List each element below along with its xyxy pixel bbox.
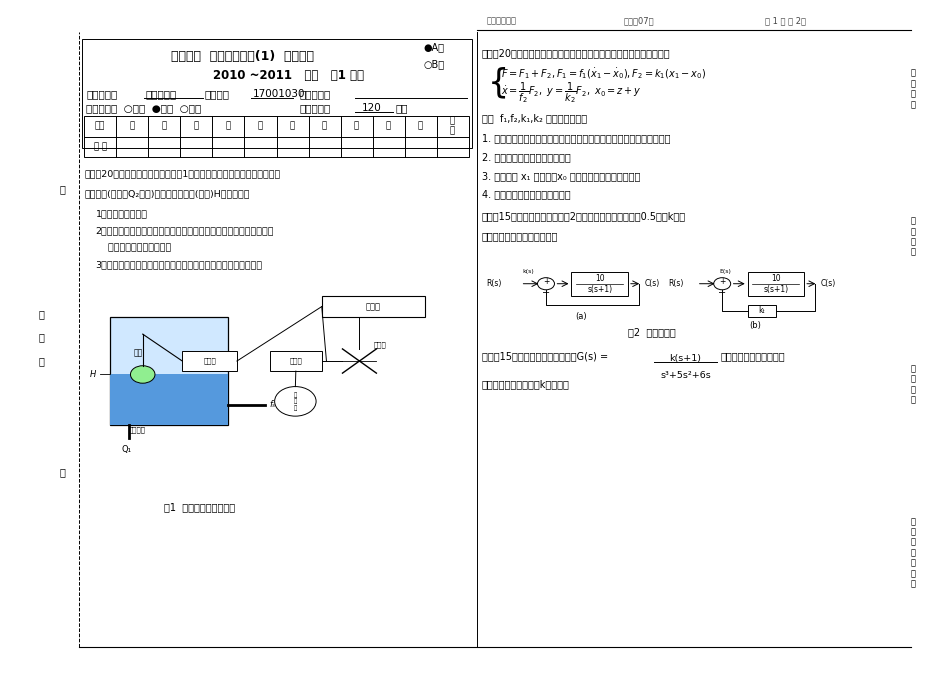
Text: 考试时间：: 考试时间： [299, 103, 330, 113]
Bar [182, 351, 237, 371]
Bar [747, 304, 775, 317]
Text: 2、画出系统的原理方框图，并指明被控对象、检测元件、执行元件、: 2、画出系统的原理方框图，并指明被控对象、检测元件、执行元件、 [95, 227, 274, 236]
Text: s³+5s²+6s: s³+5s²+6s [659, 371, 710, 380]
Text: s(s+1): s(s+1) [586, 286, 612, 294]
Text: E(s): E(s) [718, 269, 730, 274]
Text: 减速器: 减速器 [373, 341, 386, 348]
Text: 1、试述工作原理。: 1、试述工作原理。 [95, 210, 147, 219]
Text: 监
题
人
：: 监 题 人 ： [910, 217, 915, 256]
Text: +: + [542, 277, 548, 286]
Bar [321, 296, 425, 317]
Text: R(s): R(s) [486, 279, 501, 288]
Text: 十: 十 [417, 122, 423, 130]
Text: ，试根据给出闭环系统根: ，试根据给出闭环系统根 [719, 351, 784, 361]
Text: 重庆大学  自动控制原理(1)  课程试卷: 重庆大学 自动控制原理(1) 课程试卷 [171, 50, 313, 63]
Text: 图1  液位控制系统示意图: 图1 液位控制系统示意图 [163, 502, 234, 512]
Text: 浮子: 浮子 [133, 349, 143, 358]
Text: (b): (b) [749, 321, 760, 329]
Text: +: + [718, 277, 725, 286]
Text: 二、（20分）已知机械系统的各环节或元件的输入输出微分方程组为：: 二、（20分）已知机械系统的各环节或元件的输入输出微分方程组为： [481, 49, 670, 59]
Text: 如何变化(由阀门Q₂调节)，希望水面高度(液位)H保持不变。: 如何变化(由阀门Q₂调节)，希望水面高度(液位)H保持不变。 [84, 190, 249, 198]
Text: 3、该系统是开环还是闭环控制系统？是定值还是随动控制系统？: 3、该系统是开环还是闭环控制系统？是定值还是随动控制系统？ [95, 260, 262, 269]
Text: (a): (a) [575, 312, 586, 321]
Text: 考试方式：  ○开卷  ●闭卷  ○其他: 考试方式： ○开卷 ●闭卷 ○其他 [86, 103, 201, 113]
Text: 三、（15分）控制系统结构如图2所示，试确定使阻尼比为0.5时的k值，: 三、（15分）控制系统结构如图2所示，试确定使阻尼比为0.5时的k值， [481, 211, 685, 221]
Text: 一: 一 [129, 122, 135, 130]
Text: 电位器: 电位器 [203, 358, 216, 364]
Text: 课程号：: 课程号： [205, 89, 229, 99]
Text: 三: 三 [194, 122, 199, 130]
Text: 开课学院：: 开课学院： [86, 89, 117, 99]
Text: 4. 求出该系统的闭环传递函数。: 4. 求出该系统的闭环传递函数。 [481, 190, 570, 200]
Circle shape [275, 387, 315, 416]
Text: ●A卷: ●A卷 [423, 42, 444, 52]
Bar [110, 375, 228, 425]
Text: ○B卷: ○B卷 [423, 59, 445, 70]
Text: 自动化学院: 自动化学院 [145, 89, 177, 99]
Text: 五: 五 [258, 122, 262, 130]
Text: 120: 120 [361, 103, 380, 113]
Circle shape [130, 366, 155, 383]
Text: kₜ: kₜ [757, 306, 765, 315]
Text: 图2  系统结构图: 图2 系统结构图 [627, 327, 675, 338]
Text: 七: 七 [322, 122, 327, 130]
Text: 八: 八 [354, 122, 359, 130]
Text: 10: 10 [595, 274, 604, 283]
Bar [84, 115, 468, 157]
Text: C(s): C(s) [644, 279, 660, 288]
Text: $\dot{x}=\dfrac{1}{f_2}F_2,\ y=\dfrac{1}{k_2}F_2,\ x_0=z+y$: $\dot{x}=\dfrac{1}{f_2}F_2,\ y=\dfrac{1}… [500, 80, 641, 105]
Text: 1. 根据所给出的微分方程组，写出经拉普拉斯变换得到的代数方程组；: 1. 根据所给出的微分方程组，写出经拉普拉斯变换得到的代数方程组； [481, 133, 669, 143]
Text: 审
题
人
：: 审 题 人 ： [910, 364, 915, 404]
Text: 分钟: 分钟 [395, 103, 407, 113]
Text: 排水开关: 排水开关 [128, 427, 145, 433]
Text: 减速器: 减速器 [289, 358, 302, 364]
Text: 3. 绘制出以 x₁ 为输入，x₀ 为输出的系统动态结构图；: 3. 绘制出以 x₁ 为输入，x₀ 为输出的系统动态结构图； [481, 171, 640, 181]
Text: 第 1 页 共 2页: 第 1 页 共 2页 [764, 17, 804, 26]
Text: k(s): k(s) [522, 269, 533, 274]
Text: 控制器: 控制器 [365, 302, 380, 311]
Bar [747, 271, 803, 296]
Text: 题号: 题号 [95, 122, 106, 130]
Text: 得 分: 得 分 [93, 142, 107, 151]
Text: −: − [717, 288, 726, 298]
Text: −: − [541, 288, 549, 298]
Text: 2. 绘制各环节或元件的方框图；: 2. 绘制各环节或元件的方框图； [481, 153, 570, 163]
Bar [82, 39, 471, 148]
Text: 17001030: 17001030 [253, 89, 305, 99]
Bar [270, 351, 321, 371]
Text: 装

订

线: 装 订 线 [39, 309, 44, 366]
Text: 2010 ~2011   学年   第1 学期: 2010 ~2011 学年 第1 学期 [213, 69, 364, 82]
Bar [110, 317, 228, 425]
Text: 教务处07版: 教务处07版 [623, 17, 653, 26]
Text: 其中  f₁,f₂,k₁,k₂ 均为已知参数。: 其中 f₁,f₂,k₁,k₂ 均为已知参数。 [481, 113, 586, 124]
Text: 被控量、给定值和干扰。: 被控量、给定值和干扰。 [95, 244, 171, 252]
Text: 并比较两个系统的性能指标。: 并比较两个系统的性能指标。 [481, 232, 558, 241]
Text: R(s): R(s) [667, 279, 683, 288]
Text: fₛ: fₛ [270, 400, 276, 409]
Text: 各
题
完
成
时
间
：: 各 题 完 成 时 间 ： [910, 517, 915, 589]
Text: s(s+1): s(s+1) [763, 286, 787, 294]
Text: H: H [90, 370, 95, 379]
Text: Q₁: Q₁ [122, 445, 131, 454]
Text: 六: 六 [290, 122, 295, 130]
Text: 装: 装 [59, 184, 65, 194]
Text: 装: 装 [59, 467, 65, 477]
Text: 轨迹，并求系统稳定的k值范围。: 轨迹，并求系统稳定的k值范围。 [481, 379, 569, 389]
Text: C(s): C(s) [820, 279, 835, 288]
Text: k(s+1): k(s+1) [668, 354, 700, 362]
Text: 考试日期：: 考试日期： [299, 89, 330, 99]
Text: 一、（20分）水箱液位控制系统如图1所示，系统运行过程中无论用水流量: 一、（20分）水箱液位控制系统如图1所示，系统运行过程中无论用水流量 [84, 169, 280, 178]
Text: 10: 10 [770, 274, 780, 283]
Bar [571, 271, 628, 296]
Text: {: { [487, 67, 508, 100]
Text: 电
动
机: 电 动 机 [294, 392, 296, 410]
Text: 二: 二 [161, 122, 167, 130]
Text: 重庆大学试卷: 重庆大学试卷 [486, 17, 516, 26]
Text: $F=F_1+F_2,F_1=f_1(\dot{x}_1-\dot{x}_0),F_2=k_1(x_1-x_0)$: $F=F_1+F_2,F_1=f_1(\dot{x}_1-\dot{x}_0),… [500, 66, 705, 81]
Text: 总
分: 总 分 [449, 116, 455, 136]
Text: 九: 九 [385, 122, 391, 130]
Text: 四: 四 [226, 122, 231, 130]
Text: 各
题
人
：: 各 题 人 ： [910, 69, 915, 109]
Text: 四、（15分）系统开环传递函数为G(s) =: 四、（15分）系统开环传递函数为G(s) = [481, 351, 607, 361]
